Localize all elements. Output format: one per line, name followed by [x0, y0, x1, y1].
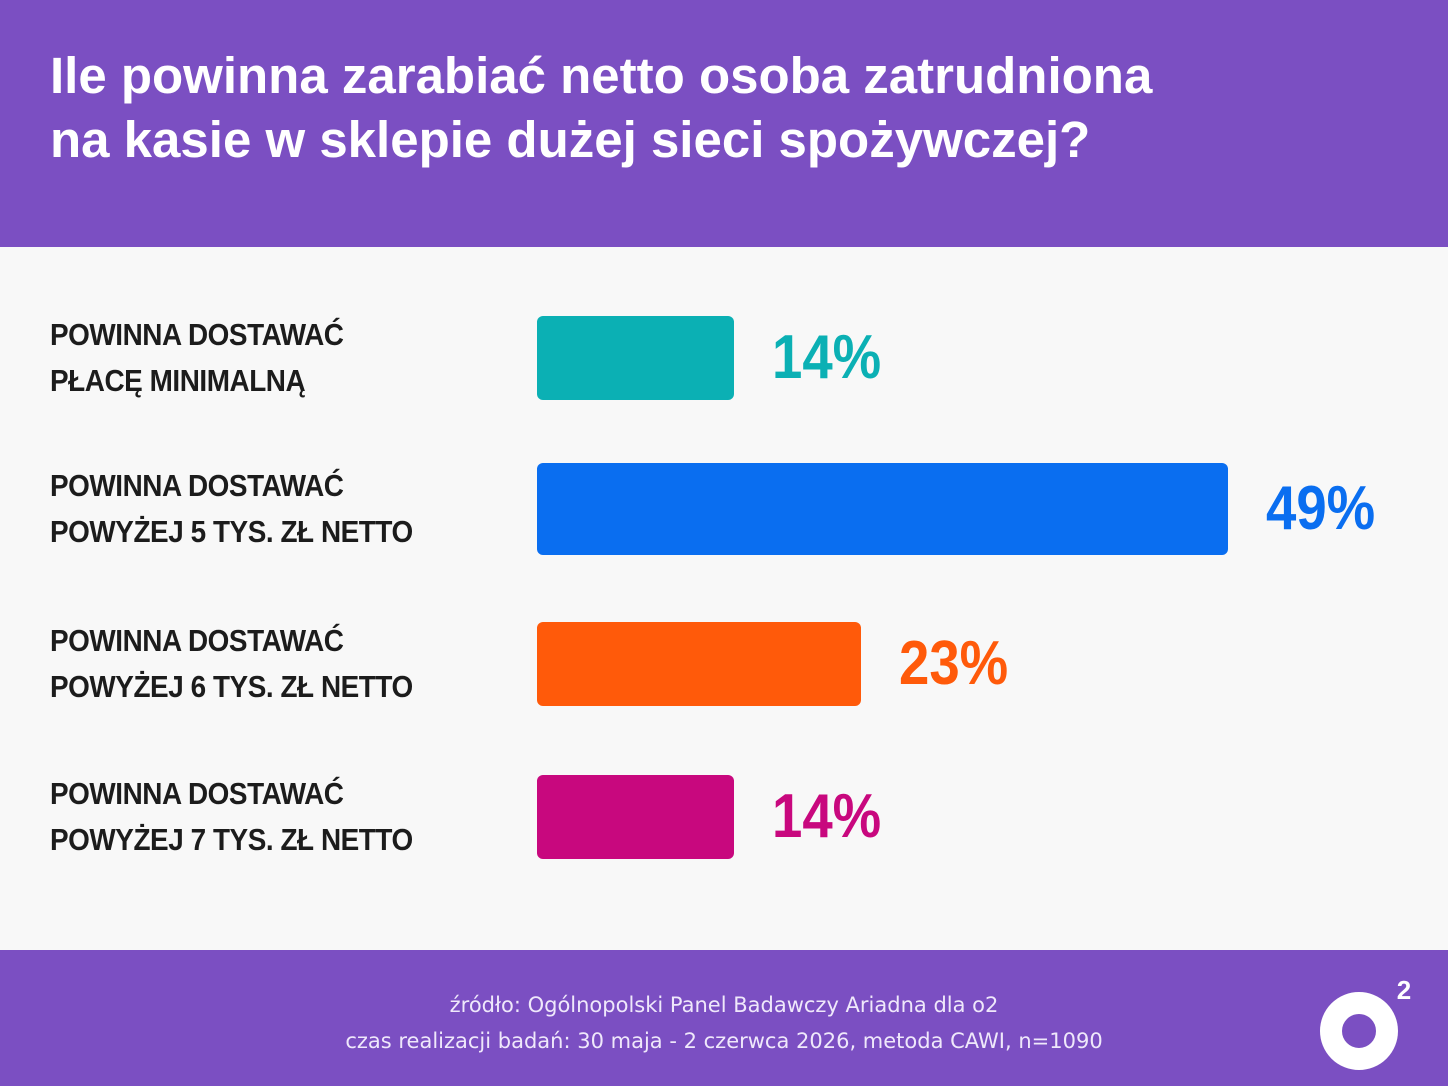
source-line: źródło: Ogólnopolski Panel Badawczy Aria… [449, 993, 999, 1017]
footer-banner: źródło: Ogólnopolski Panel Badawczy Aria… [0, 950, 1448, 1086]
logo-ring [1320, 992, 1398, 1070]
category-label: POWINNA DOSTAWAĆ POWYŻEJ 5 TYS. ZŁ NETTO [50, 463, 464, 555]
o2-logo: 2 [1320, 975, 1411, 1070]
value-label: 49% [1265, 474, 1376, 543]
bar [537, 316, 735, 400]
category-label-line: POWINNA DOSTAWAĆ [50, 776, 344, 811]
category-label-line: PŁACĘ MINIMALNĄ [50, 363, 306, 398]
survey-details-line: czas realizacji badań: 30 maja - 2 czerw… [345, 1029, 1103, 1053]
bar [537, 622, 862, 706]
category-label: POWINNA DOSTAWAĆ POWYŻEJ 6 TYS. ZŁ NETTO [50, 618, 464, 710]
chart-title-line-1: Ile powinna zarabiać netto osoba zatrudn… [50, 47, 1153, 104]
category-label-line: POWINNA DOSTAWAĆ [50, 468, 344, 503]
value-label: 23% [899, 629, 1009, 698]
chart-title: Ile powinna zarabiać netto osoba zatrudn… [50, 44, 1350, 172]
category-label-line: POWYŻEJ 7 TYS. ZŁ NETTO [50, 822, 413, 857]
category-label: POWINNA DOSTAWAĆ POWYŻEJ 7 TYS. ZŁ NETTO [50, 771, 464, 863]
category-label-line: POWINNA DOSTAWAĆ [50, 623, 344, 658]
bar [537, 775, 735, 859]
value-label: 14% [772, 323, 882, 392]
bar [537, 463, 1228, 555]
header-banner: Ile powinna zarabiać netto osoba zatrudn… [0, 0, 1448, 247]
logo-superscript: 2 [1397, 975, 1411, 1005]
category-label-line: POWINNA DOSTAWAĆ [50, 317, 344, 352]
category-label: POWINNA DOSTAWAĆ PŁACĘ MINIMALNĄ [50, 312, 464, 404]
value-label: 14% [772, 782, 882, 851]
bar-chart: POWINNA DOSTAWAĆ PŁACĘ MINIMALNĄ 14% POWINN… [0, 247, 1448, 950]
chart-title-line-2: na kasie w sklepie dużej sieci spożywcze… [50, 111, 1091, 168]
category-label-line: POWYŻEJ 6 TYS. ZŁ NETTO [50, 669, 413, 704]
category-label-line: POWYŻEJ 5 TYS. ZŁ NETTO [50, 514, 413, 549]
